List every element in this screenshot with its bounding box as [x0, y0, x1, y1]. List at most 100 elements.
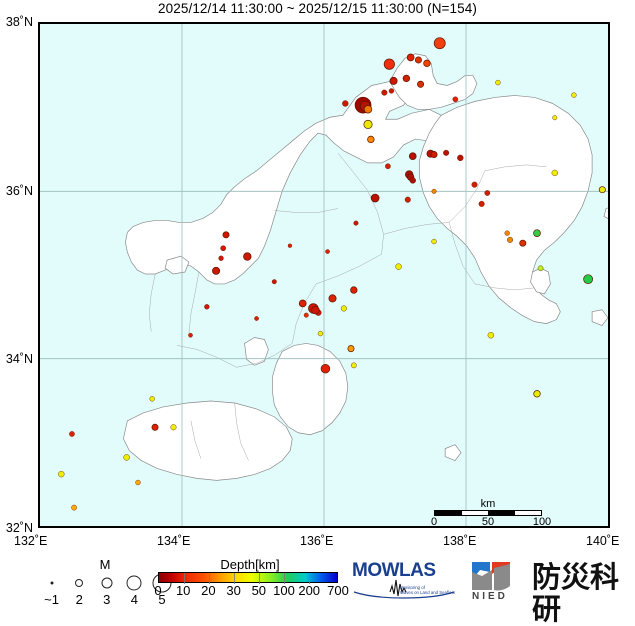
- lat-tick-label: 36˚N: [5, 183, 33, 198]
- quake-marker[interactable]: [433, 37, 446, 50]
- quake-marker[interactable]: [328, 294, 337, 303]
- quake-marker[interactable]: [69, 431, 75, 437]
- depth-colorbar-tick: [233, 573, 235, 584]
- quake-marker[interactable]: [471, 181, 478, 188]
- magnitude-legend-title: M: [99, 557, 111, 572]
- magnitude-symbol: [75, 579, 84, 587]
- quake-marker[interactable]: [303, 312, 309, 318]
- quake-marker[interactable]: [170, 424, 177, 431]
- quake-marker[interactable]: [406, 53, 415, 62]
- scale-bar: km 0 50 100: [430, 498, 551, 528]
- quake-marker[interactable]: [551, 169, 558, 177]
- quake-marker[interactable]: [388, 88, 395, 94]
- depth-colorbar: [158, 572, 338, 584]
- quake-marker[interactable]: [298, 299, 307, 308]
- magnitude-symbols: [42, 572, 172, 593]
- depth-colorbar-tick: [208, 573, 210, 584]
- quake-marker[interactable]: [135, 479, 141, 486]
- quake-marker[interactable]: [487, 332, 495, 339]
- quake-marker[interactable]: [320, 364, 331, 374]
- quake-marker[interactable]: [452, 96, 459, 103]
- lon-tick-label: 134˚E: [157, 534, 191, 548]
- quake-marker[interactable]: [243, 252, 252, 261]
- quake-marker[interactable]: [431, 238, 437, 245]
- lat-tick-label: 34˚N: [5, 352, 33, 367]
- quake-marker[interactable]: [408, 152, 417, 161]
- quake-marker[interactable]: [254, 316, 259, 321]
- quake-marker[interactable]: [123, 454, 130, 461]
- quake-marker[interactable]: [402, 74, 411, 83]
- scale-bar-tick: 100: [532, 516, 552, 528]
- quake-marker[interactable]: [71, 504, 77, 511]
- quake-marker[interactable]: [353, 220, 359, 226]
- quake-marker[interactable]: [507, 236, 513, 243]
- quake-marker[interactable]: [552, 115, 558, 121]
- quake-marker[interactable]: [409, 177, 416, 184]
- quake-marker[interactable]: [363, 105, 373, 114]
- quake-marker[interactable]: [478, 200, 485, 207]
- quake-marker[interactable]: [495, 79, 501, 86]
- earthquake-map[interactable]: km 0 50 100: [38, 22, 610, 528]
- quake-marker[interactable]: [271, 279, 277, 285]
- quake-marker[interactable]: [367, 135, 375, 144]
- quake-marker[interactable]: [317, 330, 324, 337]
- quake-marker[interactable]: [383, 58, 395, 70]
- mowlas-logo: MOWLAS Monitoring of Waves on Land and S…: [352, 561, 456, 601]
- quake-marker[interactable]: [325, 249, 330, 254]
- quake-marker[interactable]: [381, 89, 388, 96]
- quake-marker[interactable]: [417, 80, 425, 88]
- quake-marker[interactable]: [188, 332, 193, 338]
- depth-label: 30: [226, 583, 241, 598]
- quake-marker[interactable]: [222, 231, 230, 239]
- mowlas-tagline: Monitoring of Waves on Land and Seafloor: [400, 585, 456, 595]
- quake-marker[interactable]: [443, 149, 450, 156]
- quake-marker[interactable]: [212, 266, 221, 275]
- quake-marker[interactable]: [311, 305, 320, 315]
- depth-label: 10: [175, 583, 191, 598]
- quake-marker[interactable]: [220, 245, 226, 252]
- quake-marker[interactable]: [430, 151, 438, 158]
- quake-marker[interactable]: [287, 243, 293, 248]
- quake-marker[interactable]: [350, 286, 358, 294]
- depth-label: 100: [273, 583, 295, 598]
- quake-marker[interactable]: [519, 239, 527, 247]
- depth-colorbar-tick: [183, 573, 185, 584]
- quake-marker[interactable]: [431, 188, 437, 194]
- quake-marker[interactable]: [504, 230, 510, 236]
- quake-marker[interactable]: [484, 190, 491, 196]
- quake-marker[interactable]: [423, 59, 431, 67]
- quake-marker[interactable]: [58, 470, 65, 478]
- quake-marker[interactable]: [537, 265, 544, 272]
- quake-marker[interactable]: [385, 163, 391, 170]
- quake-points: [58, 37, 606, 511]
- depth-label: 50: [251, 583, 267, 598]
- depth-legend: Depth[km] 0 10 20 30 50 100 200 700: [154, 558, 348, 599]
- quake-marker[interactable]: [151, 423, 159, 431]
- quake-marker[interactable]: [395, 263, 402, 270]
- nied-wordmark: NIED: [472, 591, 508, 602]
- quake-marker[interactable]: [598, 186, 606, 194]
- quake-marker[interactable]: [404, 196, 411, 203]
- quake-marker[interactable]: [533, 390, 541, 398]
- quake-marker[interactable]: [389, 76, 398, 85]
- magnitude-label: ~1: [44, 592, 60, 607]
- nied-japanese-name: 防災科研: [532, 560, 620, 626]
- quake-marker[interactable]: [363, 119, 373, 129]
- quake-marker[interactable]: [351, 362, 357, 369]
- quake-marker[interactable]: [583, 274, 593, 285]
- magnitude-symbol: [50, 581, 54, 585]
- quake-marker[interactable]: [340, 305, 347, 312]
- lon-tick-label: 132˚E: [14, 534, 48, 548]
- quake-marker[interactable]: [204, 304, 210, 310]
- quake-marker[interactable]: [370, 193, 380, 203]
- quake-marker[interactable]: [457, 154, 464, 162]
- quake-marker[interactable]: [218, 255, 224, 261]
- scale-bar-unit: km: [480, 498, 496, 510]
- quake-marker[interactable]: [347, 345, 355, 353]
- quake-marker[interactable]: [571, 92, 577, 98]
- quake-marker[interactable]: [149, 396, 155, 402]
- quake-marker[interactable]: [342, 100, 349, 107]
- quake-marker[interactable]: [414, 56, 422, 64]
- scale-bar-tick: 0: [430, 516, 438, 528]
- quake-marker[interactable]: [533, 229, 541, 237]
